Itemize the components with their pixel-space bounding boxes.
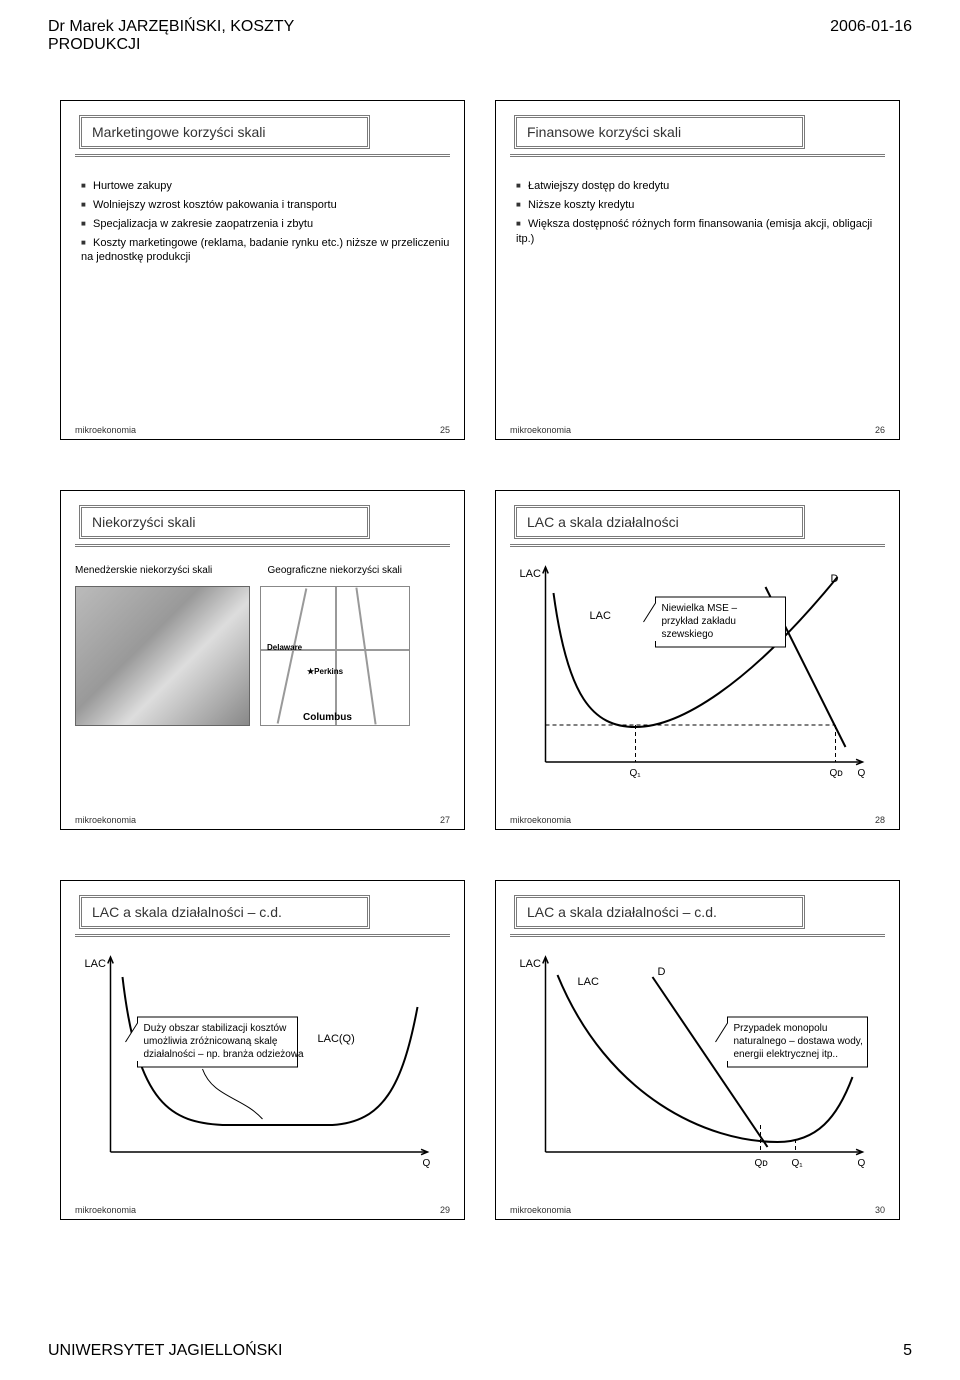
lac-chart: LAC D LAC Niewielka MSE – przykład zakładu sz… bbox=[510, 557, 885, 787]
footer-number: 26 bbox=[875, 425, 885, 435]
svg-text:Q₁: Q₁ bbox=[792, 1158, 804, 1169]
bullet-item: Niższe koszty kredytu bbox=[516, 198, 885, 213]
svg-text:LAC: LAC bbox=[578, 976, 599, 988]
slide-title: Marketingowe korzyści skali bbox=[79, 115, 370, 149]
bullet-item: Większa dostępność różnych form finansow… bbox=[516, 217, 885, 247]
slide-29: LAC a skala działalności – c.d. LAC LAC(Q… bbox=[60, 880, 465, 1220]
svg-text:LAC: LAC bbox=[85, 958, 106, 970]
svg-text:Q: Q bbox=[423, 1158, 431, 1169]
svg-text:LAC: LAC bbox=[590, 610, 611, 622]
svg-text:Qᴅ: Qᴅ bbox=[755, 1158, 769, 1169]
title-underline bbox=[510, 153, 885, 159]
map-label-delaware: Delaware bbox=[267, 643, 302, 652]
svg-text:LAC(Q): LAC(Q) bbox=[318, 1033, 355, 1045]
svg-text:szewskiego: szewskiego bbox=[662, 629, 714, 640]
title-underline bbox=[75, 543, 450, 549]
column-header-right: Geograficzne niekorzyści skali bbox=[268, 565, 451, 576]
header-left: Dr Marek JARZĘBIŃSKI, KOSZTY PRODUKCJI bbox=[48, 18, 294, 54]
bullet-list: Hurtowe zakupy Wolniejszy wzrost kosztów … bbox=[75, 179, 450, 265]
slide-footer: mikroekonomia 28 bbox=[510, 815, 885, 825]
bullet-item: Łatwiejszy dostęp do kredytu bbox=[516, 179, 885, 194]
svg-text:Qᴅ: Qᴅ bbox=[830, 768, 844, 779]
slide-title: LAC a skala działalności – c.d. bbox=[514, 895, 805, 929]
lac-chart-flat: LAC LAC(Q) Duży obszar stabilizacji kosztó… bbox=[75, 947, 450, 1177]
slide-title: Niekorzyści skali bbox=[79, 505, 370, 539]
title-underline bbox=[75, 933, 450, 939]
footer-left: UNIWERSYTET JAGIELLOŃSKI bbox=[48, 1342, 282, 1360]
footer-label: mikroekonomia bbox=[510, 815, 571, 825]
bullet-item: Specjalizacja w zakresie zaopatrzenia i … bbox=[81, 217, 450, 232]
title-underline bbox=[510, 543, 885, 549]
header-right: 2006-01-16 bbox=[830, 18, 912, 54]
svg-text:D: D bbox=[831, 573, 839, 585]
bullet-item: Koszty marketingowe (reklama, badanie ry… bbox=[81, 236, 450, 266]
svg-text:Niewielka MSE –: Niewielka MSE – bbox=[662, 603, 738, 614]
footer-label: mikroekonomia bbox=[75, 815, 136, 825]
footer-label: mikroekonomia bbox=[510, 1205, 571, 1215]
svg-text:Przypadek monopolu: Przypadek monopolu bbox=[734, 1023, 828, 1034]
footer-right: 5 bbox=[903, 1342, 912, 1360]
slide-title: LAC a skala działalności – c.d. bbox=[79, 895, 370, 929]
slide-footer: mikroekonomia 25 bbox=[75, 425, 450, 435]
svg-text:umożliwia zróżnicowaną skalę: umożliwia zróżnicowaną skalę bbox=[144, 1036, 278, 1047]
slide-footer: mikroekonomia 27 bbox=[75, 815, 450, 825]
slide-28: LAC a skala działalności LAC D LAC Niewielk… bbox=[495, 490, 900, 830]
header-left-line2: PRODUKCJI bbox=[48, 36, 140, 53]
map-label-columbus: Columbus bbox=[303, 712, 352, 723]
footer-number: 29 bbox=[440, 1205, 450, 1215]
svg-text:D: D bbox=[658, 966, 666, 978]
header-left-line1: Dr Marek JARZĘBIŃSKI, KOSZTY bbox=[48, 18, 294, 35]
title-underline bbox=[75, 153, 450, 159]
svg-text:przykład zakładu: przykład zakładu bbox=[662, 616, 736, 627]
svg-text:Q₁: Q₁ bbox=[630, 768, 642, 779]
footer-number: 25 bbox=[440, 425, 450, 435]
svg-text:Q: Q bbox=[858, 1158, 866, 1169]
slide-title: LAC a skala działalności bbox=[514, 505, 805, 539]
slide-footer: mikroekonomia 29 bbox=[75, 1205, 450, 1215]
svg-text:LAC: LAC bbox=[520, 568, 541, 580]
svg-text:Duży obszar stabilizacji koszt: Duży obszar stabilizacji kosztów bbox=[144, 1023, 288, 1034]
map-label-perkins: ★Perkins bbox=[307, 667, 343, 676]
svg-text:LAC: LAC bbox=[520, 958, 541, 970]
svg-text:Q: Q bbox=[858, 768, 866, 779]
svg-text:działalności – np. branża odzi: działalności – np. branża odzieżowa bbox=[144, 1049, 305, 1060]
footer-number: 30 bbox=[875, 1205, 885, 1215]
column-header-left: Menedżerskie niekorzyści skali bbox=[75, 565, 258, 576]
slide-footer: mikroekonomia 26 bbox=[510, 425, 885, 435]
slide-26: Finansowe korzyści skali Łatwiejszy dost… bbox=[495, 100, 900, 440]
svg-text:energii elektrycznej itp..: energii elektrycznej itp.. bbox=[734, 1049, 839, 1060]
slide-grid: Marketingowe korzyści skali Hurtowe zaku… bbox=[60, 100, 900, 1220]
svg-text:naturalnego – dostawa wody,: naturalnego – dostawa wody, bbox=[734, 1036, 863, 1047]
photo-placeholder bbox=[75, 586, 250, 726]
page-header: Dr Marek JARZĘBIŃSKI, KOSZTY PRODUKCJI 2… bbox=[48, 18, 912, 54]
page-footer: UNIWERSYTET JAGIELLOŃSKI 5 bbox=[48, 1342, 912, 1360]
bullet-item: Wolniejszy wzrost kosztów pakowania i tr… bbox=[81, 198, 450, 213]
bullet-item: Hurtowe zakupy bbox=[81, 179, 450, 194]
footer-number: 28 bbox=[875, 815, 885, 825]
footer-number: 27 bbox=[440, 815, 450, 825]
slide-27: Niekorzyści skali Menedżerskie niekorzyś… bbox=[60, 490, 465, 830]
map-placeholder: Delaware ★Perkins Columbus bbox=[260, 586, 410, 726]
slide-25: Marketingowe korzyści skali Hurtowe zaku… bbox=[60, 100, 465, 440]
footer-label: mikroekonomia bbox=[75, 425, 136, 435]
footer-label: mikroekonomia bbox=[75, 1205, 136, 1215]
slide-title: Finansowe korzyści skali bbox=[514, 115, 805, 149]
slide-30: LAC a skala działalności – c.d. LAC LAC D P… bbox=[495, 880, 900, 1220]
slide-footer: mikroekonomia 30 bbox=[510, 1205, 885, 1215]
title-underline bbox=[510, 933, 885, 939]
bullet-list: Łatwiejszy dostęp do kredytu Niższe koszt… bbox=[510, 179, 885, 246]
lac-chart-monopoly: LAC LAC D Przypadek monopolu naturalnego – d… bbox=[510, 947, 885, 1177]
footer-label: mikroekonomia bbox=[510, 425, 571, 435]
